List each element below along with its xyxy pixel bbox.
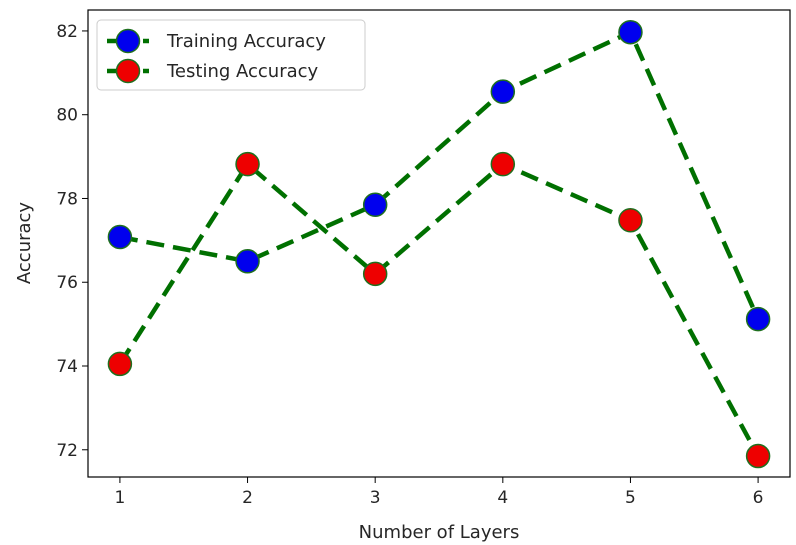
- x-tick-label: 5: [625, 488, 636, 508]
- data-point-training: [362, 192, 388, 218]
- y-tick-label: 72: [56, 441, 78, 461]
- y-tick-label: 78: [56, 189, 78, 209]
- y-tick-label: 80: [56, 106, 78, 126]
- data-point-testing: [235, 151, 260, 177]
- y-axis-label: Accuracy: [14, 202, 35, 285]
- y-tick-label: 76: [56, 273, 78, 293]
- data-point-testing: [618, 208, 643, 233]
- series-line-training: [119, 29, 761, 321]
- x-tick-label: 2: [242, 488, 253, 508]
- legend-entry-label: Training Accuracy: [166, 31, 326, 52]
- x-tick-label: 1: [114, 488, 125, 508]
- legend-marker-swatch: [115, 58, 141, 84]
- legend-entry-label: Testing Accuracy: [166, 61, 319, 82]
- legend: Training Accuracy Testing Accuracy: [96, 19, 366, 91]
- x-axis-ticks: 1 2 3 4 5 6: [114, 477, 764, 508]
- series-lines: [118, 29, 761, 458]
- x-axis-label: Number of Layers: [359, 522, 520, 543]
- data-point-training: [235, 249, 260, 274]
- series-markers: [107, 19, 771, 469]
- data-point-testing: [107, 351, 133, 377]
- y-tick-label: 82: [56, 22, 78, 42]
- data-point-testing: [362, 261, 388, 287]
- data-point-training: [490, 79, 516, 104]
- data-point-testing: [745, 443, 771, 469]
- x-tick-label: 6: [753, 488, 764, 508]
- y-axis-ticks: 72 74 76 78 80 82: [56, 22, 88, 461]
- data-point-training: [745, 306, 771, 332]
- series-line-testing: [118, 161, 761, 458]
- plot-frame: [87, 9, 791, 478]
- data-point-training: [618, 19, 643, 45]
- data-point-testing: [490, 151, 516, 177]
- data-point-training: [107, 224, 133, 250]
- x-tick-label: 4: [497, 488, 508, 508]
- y-tick-label: 74: [56, 357, 78, 377]
- legend-box: [96, 19, 366, 91]
- legend-marker-swatch: [115, 28, 141, 54]
- x-tick-label: 3: [370, 488, 381, 508]
